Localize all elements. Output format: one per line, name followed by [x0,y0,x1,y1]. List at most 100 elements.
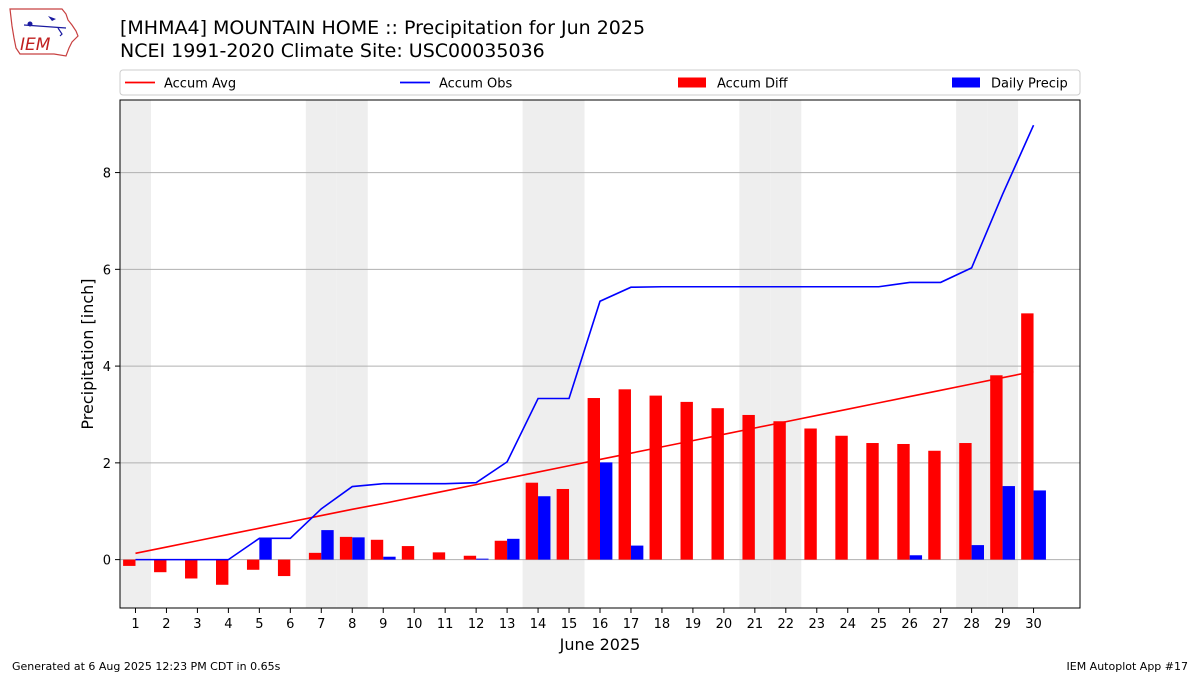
accum-diff-bar-day-28 [959,443,972,560]
accum-diff-bar-day-26 [897,443,910,560]
chart-subtitle: NCEI 1991-2020 Climate Site: USC00035036 [120,40,545,62]
daily-precip-bar-day-5 [259,538,272,560]
x-tick-label-25: 25 [870,617,887,632]
accum-diff-bar-day-9 [370,539,384,560]
accum-diff-bar-day-27 [928,450,941,560]
y-tick-label-4: 4 [103,360,111,375]
daily-precip-bar-day-12 [476,558,489,560]
x-tick-label-9: 9 [379,617,387,632]
legend-label-accum-diff: Accum Diff [717,77,789,92]
weekend-shade-day-7 [305,100,337,608]
accum-diff-bar-day-11 [432,552,446,560]
x-tick-label-18: 18 [654,617,671,632]
accum-diff-bar-day-2 [154,559,167,573]
daily-precip-bar-day-29 [1002,486,1015,560]
x-tick-label-14: 14 [530,617,547,632]
accum-diff-bar-day-10 [401,546,415,560]
daily-precip-bar-day-16 [600,462,613,560]
x-tick-label-12: 12 [468,617,485,632]
accum-diff-bar-day-4 [216,559,229,585]
daily-precip-bar-day-17 [630,545,644,560]
accum-diff-bar-day-29 [990,375,1003,560]
x-axis-label: June 2025 [559,635,641,654]
daily-precip-bar-day-7 [321,530,334,560]
x-tick-label-7: 7 [317,617,325,632]
x-tick-label-28: 28 [963,617,980,632]
accum-diff-bar-day-16 [587,398,600,560]
daily-precip-bar-day-13 [507,538,520,560]
accum-diff-bar-day-3 [185,559,198,579]
accum-diff-bar-day-30 [1021,313,1034,560]
lines [135,124,1035,561]
daily-precip-bar-day-28 [971,545,984,560]
bars [123,313,1046,585]
y-tick-label-6: 6 [103,263,111,278]
x-tick-label-24: 24 [839,617,856,632]
daily-precip-bar-day-9 [383,556,396,560]
accum-obs-line [135,124,1035,561]
generated-timestamp: Generated at 6 Aug 2025 12:23 PM CDT in … [12,660,281,673]
legend-label-accum-obs: Accum Obs [439,77,512,92]
accum-diff-bar-day-18 [649,395,662,560]
x-tick-label-19: 19 [685,617,702,632]
x-tick-label-22: 22 [778,617,795,632]
x-tick-label-29: 29 [994,617,1011,632]
iem-logo: IEM [8,6,80,60]
daily-precip-bar-day-26 [909,555,923,560]
legend-label-daily-precip: Daily Precip [991,77,1068,92]
app-credit: IEM Autoplot App #17 [1066,660,1189,673]
accum-diff-bar-day-17 [618,389,631,560]
y-tick-label-8: 8 [103,167,111,182]
legend-box [119,69,1081,96]
x-tick-label-20: 20 [716,617,733,632]
accum-diff-bar-day-25 [866,443,879,560]
y-tick-label-2: 2 [103,457,111,472]
accum-diff-bar-day-15 [556,488,570,560]
logo-text: IEM [20,35,51,55]
accum-diff-bar-day-12 [463,555,477,560]
chart-title: [MHMA4] MOUNTAIN HOME :: Precipitation f… [120,17,646,39]
x-tick-label-27: 27 [932,617,949,632]
accum-diff-bar-day-6 [277,559,291,577]
accum-diff-bar-day-13 [494,540,508,560]
y-axis-label: Precipitation [inch] [78,278,97,429]
legend-label-accum-avg: Accum Avg [164,77,236,92]
y-tick-label-0: 0 [103,554,111,569]
legend-swatch-accum-diff [678,77,706,88]
daily-precip-bar-day-30 [1033,490,1046,560]
daily-precip-bar-day-14 [538,496,551,560]
x-tick-label-10: 10 [406,617,423,632]
x-tick-label-26: 26 [901,617,918,632]
x-tick-label-16: 16 [592,617,609,632]
legend-swatch-daily-precip [952,77,980,88]
accum-diff-bar-day-24 [835,435,848,560]
x-tick-label-30: 30 [1025,617,1042,632]
accum-avg-line [135,370,1034,555]
x-tick-label-5: 5 [255,617,263,632]
accum-diff-bar-day-21 [742,414,755,560]
x-tick-label-17: 17 [623,617,640,632]
x-tick-label-23: 23 [809,617,826,632]
x-tick-label-6: 6 [286,617,294,632]
x-tick-label-11: 11 [437,617,454,632]
accum-diff-bar-day-1 [123,559,136,566]
accum-diff-bar-day-8 [339,536,353,560]
accum-diff-bar-day-22 [773,421,786,560]
weekend-shade-day-1 [120,100,151,608]
accum-diff-bar-day-14 [525,482,539,560]
x-tick-label-1: 1 [131,617,139,632]
x-tick-label-13: 13 [499,617,516,632]
x-tick-label-15: 15 [561,617,578,632]
accum-diff-bar-day-23 [804,428,817,560]
legend: Accum Avg Accum Obs Accum Diff Daily Precip [119,69,1081,96]
accum-diff-bar-day-5 [246,559,260,570]
x-tick-label-21: 21 [747,617,764,632]
x-tick-label-4: 4 [224,617,232,632]
x-tick-label-2: 2 [162,617,170,632]
accum-diff-bar-day-19 [680,401,693,560]
daily-precip-bar-day-8 [352,537,365,560]
accum-diff-bar-day-20 [711,408,724,560]
accum-diff-bar-day-7 [308,552,322,560]
